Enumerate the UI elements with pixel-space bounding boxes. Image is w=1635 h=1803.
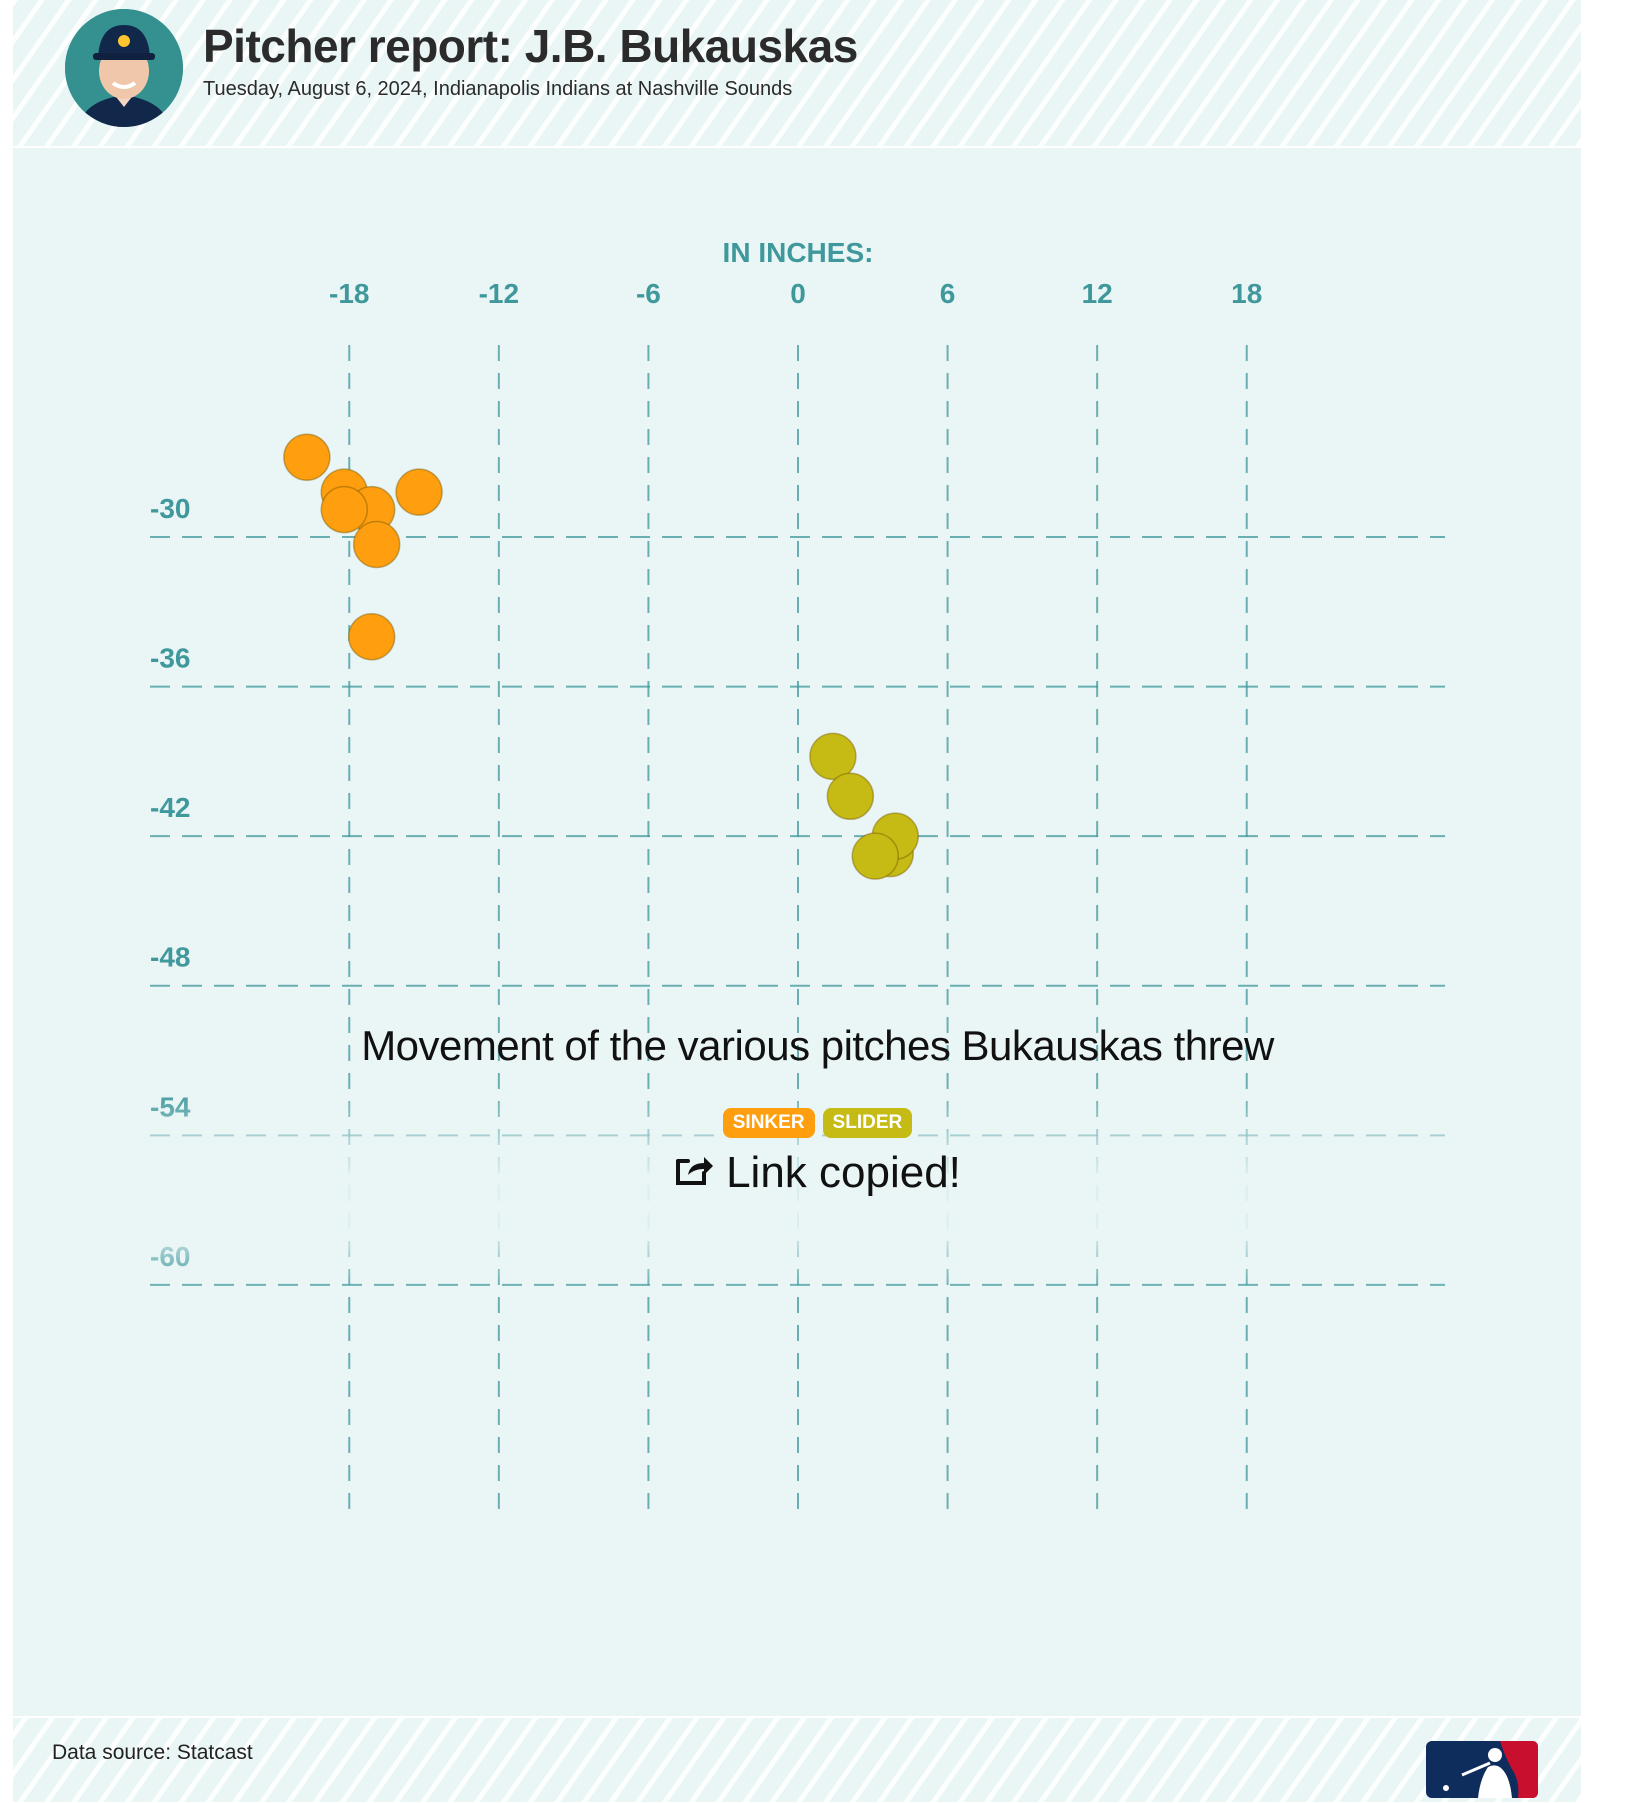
report-footer: Data source: Statcast: [13, 1716, 1581, 1802]
sinker-point[interactable]: [283, 433, 331, 481]
sinker-point[interactable]: [395, 468, 443, 516]
chart-title: Movement of the various pitches Bukauska…: [361, 1022, 1274, 1069]
toast-text: Link copied!: [726, 1148, 961, 1197]
slider-point[interactable]: [826, 772, 875, 821]
x-tick-label: 18: [1231, 278, 1262, 309]
y-tick-label: -42: [150, 792, 190, 823]
page-title: Pitcher report: J.B. Bukauskas: [203, 20, 858, 72]
pitcher-headshot-icon: [65, 9, 183, 127]
legend-slider[interactable]: SLIDER: [822, 1108, 913, 1138]
sinker-point[interactable]: [347, 612, 396, 661]
sinker-point[interactable]: [320, 485, 369, 534]
data-source: Data source: Statcast: [52, 1741, 253, 1764]
sinker-point[interactable]: [352, 520, 401, 569]
x-tick-label: 0: [790, 278, 806, 309]
slider-point[interactable]: [851, 832, 900, 880]
x-tick-label: -18: [329, 278, 369, 309]
x-tick-label: 6: [940, 278, 956, 309]
y-tick-label: -48: [150, 942, 190, 973]
legend-sinker[interactable]: SINKER: [722, 1108, 815, 1138]
mlb-logo-icon: [1426, 1741, 1538, 1798]
share-icon[interactable]: [674, 1148, 714, 1198]
game-subtitle: Tuesday, August 6, 2024, Indianapolis In…: [203, 78, 793, 100]
x-tick-label: -12: [479, 278, 519, 309]
y-tick-label: -36: [150, 643, 190, 674]
y-tick-label: -30: [150, 493, 190, 524]
legend: SINKER SLIDER: [0, 1108, 1635, 1138]
report-header: Pitcher report: J.B. Bukauskas Tuesday, …: [13, 0, 1581, 148]
slider-point[interactable]: [809, 732, 857, 781]
x-axis-label: IN INCHES:: [723, 237, 874, 268]
x-tick-label: 12: [1082, 278, 1113, 309]
link-copied-toast: Link copied!: [0, 1148, 1635, 1198]
pitch-points: [283, 433, 919, 880]
y-tick-label: -60: [150, 1241, 190, 1272]
x-tick-label: -6: [636, 278, 661, 309]
